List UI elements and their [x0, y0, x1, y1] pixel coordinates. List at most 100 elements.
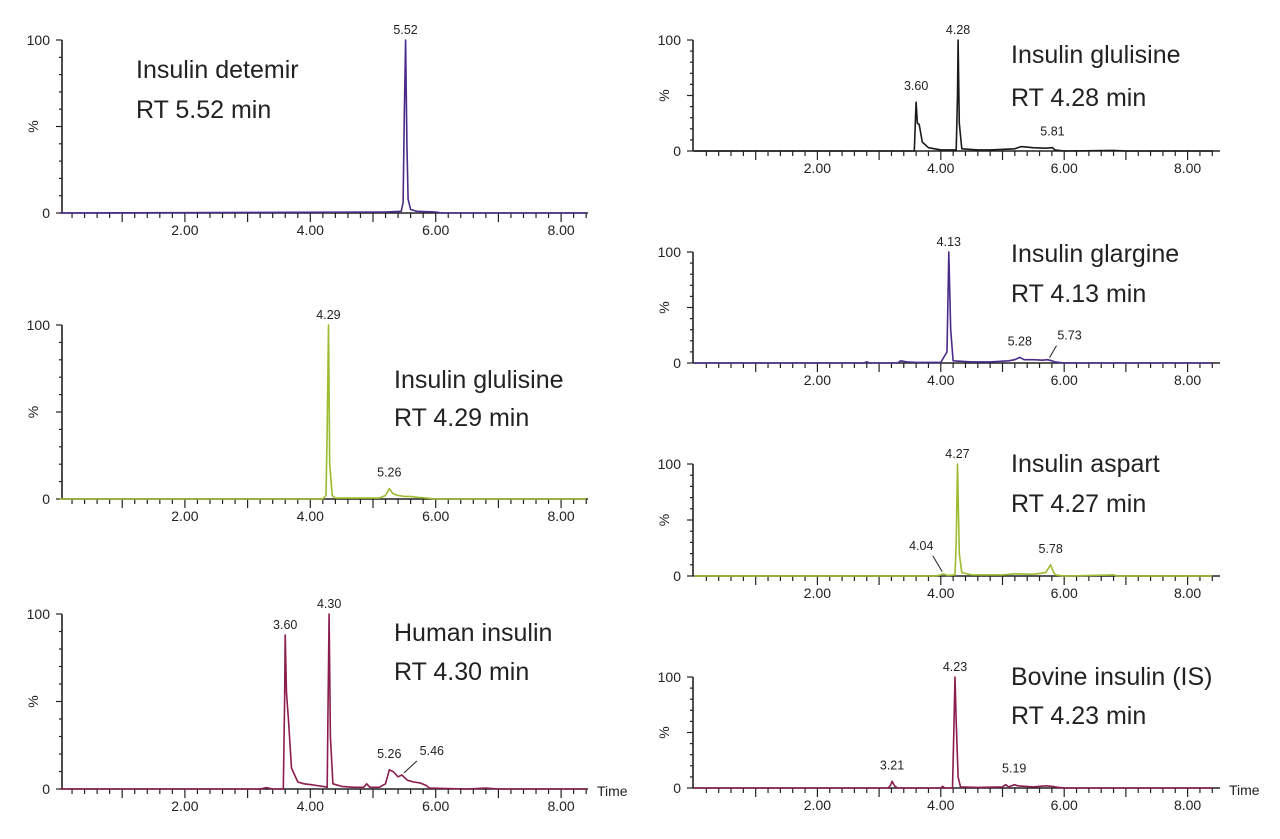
y-tick-label: 100 — [658, 32, 682, 48]
x-tick-label: 4.00 — [927, 372, 954, 388]
y-tick-label: 100 — [27, 317, 51, 333]
x-tick-label: 6.00 — [422, 798, 449, 814]
y-tick-label: 0 — [42, 205, 50, 221]
y-tick-label: 0 — [42, 781, 50, 797]
x-tick-label: 8.00 — [547, 222, 574, 238]
peak-leader-line — [932, 555, 943, 573]
peak-label: 5.52 — [393, 23, 417, 37]
y-tick-label: 0 — [673, 568, 681, 584]
y-axis-label: % — [656, 301, 672, 313]
x-tick-label: 4.00 — [927, 160, 954, 176]
chromatogram-panel: 2.00 4.00 6.00 8.00 0 100% Time 3.21 4.23 5.19 Bov… — [656, 660, 1260, 813]
chromatogram-panel: 2.00 4.00 6.00 8.00 0 100% Time 3.60 4.30 5.26 5.4… — [25, 597, 628, 814]
x-tick-label: 2.00 — [171, 222, 198, 238]
y-axis-label: % — [25, 406, 41, 418]
y-tick-label: 0 — [673, 355, 681, 371]
x-tick-label: 4.00 — [297, 508, 324, 524]
x-tick-label: 2.00 — [804, 372, 831, 388]
analyte-name: Insulin glargine — [1011, 240, 1179, 268]
x-tick-label: 8.00 — [547, 508, 574, 524]
x-tick-label: 8.00 — [1174, 585, 1201, 601]
peak-label: 5.46 — [420, 744, 444, 758]
x-tick-label: 6.00 — [1051, 160, 1078, 176]
x-tick-label: 4.00 — [297, 222, 324, 238]
chromatogram-trace — [694, 463, 1213, 577]
peak-leader-line — [1049, 345, 1057, 358]
analyte-name: Human insulin — [394, 619, 552, 647]
x-axis-label: Time — [1229, 782, 1260, 798]
chromatogram-trace — [694, 676, 1213, 789]
x-tick-label: 2.00 — [804, 160, 831, 176]
peak-label: 3.60 — [273, 618, 297, 632]
y-tick-label: 0 — [673, 143, 681, 159]
y-tick-label: 100 — [658, 456, 682, 472]
peak-label: 5.19 — [1002, 762, 1026, 776]
peak-label: 3.60 — [904, 79, 928, 93]
analyte-name: Insulin aspart — [1011, 450, 1160, 478]
chromatogram-trace — [59, 39, 587, 214]
chromatogram-panel: 2.00 4.00 6.00 8.00 0 100% 4.04 4.27 5.78 Insulin… — [656, 447, 1220, 601]
retention-time: RT 5.52 min — [136, 96, 271, 124]
x-tick-label: 4.00 — [927, 585, 954, 601]
peak-label: 3.21 — [880, 758, 904, 772]
x-axis-label: Time — [597, 783, 628, 799]
chromatogram-panel: 2.00 4.00 6.00 8.00 0 100% 4.13 5.28 5.73 Insulin… — [656, 235, 1220, 388]
y-tick-label: 100 — [658, 244, 682, 260]
x-tick-label: 6.00 — [422, 222, 449, 238]
peak-label: 5.81 — [1040, 125, 1064, 139]
chromatogram-panel: 2.00 4.00 6.00 8.00 0 100% 5.52 Insulin detemir… — [25, 23, 588, 238]
peak-label: 4.30 — [317, 597, 341, 611]
peak-label: 4.28 — [946, 23, 970, 37]
y-tick-label: 100 — [27, 606, 51, 622]
chromatogram-panel: 2.00 4.00 6.00 8.00 0 100% 4.29 5.26 Insulin glu… — [25, 308, 588, 524]
peak-label: 4.04 — [909, 539, 933, 553]
analyte-name: Insulin glulisine — [1011, 41, 1181, 69]
chromatogram-trace — [694, 251, 1213, 364]
y-tick-label: 0 — [42, 491, 50, 507]
peak-label: 4.23 — [943, 660, 967, 674]
x-tick-label: 6.00 — [1051, 372, 1078, 388]
x-tick-label: 8.00 — [547, 798, 574, 814]
x-tick-label: 2.00 — [171, 798, 198, 814]
x-tick-label: 2.00 — [171, 508, 198, 524]
peak-label: 5.73 — [1057, 329, 1081, 343]
x-tick-label: 6.00 — [422, 508, 449, 524]
y-tick-label: 100 — [658, 669, 682, 685]
chromatogram-panel: 2.00 4.00 6.00 8.00 0 100% 3.60 4.28 5.81 Insulin… — [656, 23, 1220, 176]
y-axis-label: % — [656, 726, 672, 738]
x-tick-label: 2.00 — [804, 797, 831, 813]
y-axis-label: % — [25, 695, 41, 707]
x-tick-label: 4.00 — [297, 798, 324, 814]
peak-label: 5.26 — [377, 747, 401, 761]
chromatogram-trace — [694, 39, 1213, 152]
y-axis-label: % — [25, 120, 41, 132]
y-tick-label: 100 — [27, 32, 51, 48]
peak-label: 5.78 — [1038, 542, 1062, 556]
peak-label: 4.13 — [937, 235, 961, 249]
retention-time: RT 4.28 min — [1011, 84, 1146, 112]
peak-label: 4.27 — [945, 447, 969, 461]
peak-label: 5.26 — [377, 466, 401, 480]
y-axis-label: % — [656, 89, 672, 101]
retention-time: RT 4.27 min — [1011, 490, 1146, 518]
x-tick-label: 2.00 — [804, 585, 831, 601]
x-tick-label: 8.00 — [1174, 797, 1201, 813]
peak-label: 4.29 — [316, 308, 340, 322]
chromatogram-trace — [59, 324, 587, 500]
analyte-name: Insulin glulisine — [394, 366, 564, 394]
analyte-name: Bovine insulin (IS) — [1011, 663, 1212, 691]
x-tick-label: 6.00 — [1051, 797, 1078, 813]
peak-leader-line — [403, 760, 418, 774]
retention-time: RT 4.30 min — [394, 658, 529, 686]
retention-time: RT 4.29 min — [394, 404, 529, 432]
x-tick-label: 8.00 — [1174, 372, 1201, 388]
analyte-name: Insulin detemir — [136, 56, 299, 84]
x-tick-label: 8.00 — [1174, 160, 1201, 176]
x-tick-label: 4.00 — [927, 797, 954, 813]
x-tick-label: 6.00 — [1051, 585, 1078, 601]
y-tick-label: 0 — [673, 780, 681, 796]
retention-time: RT 4.13 min — [1011, 280, 1146, 308]
retention-time: RT 4.23 min — [1011, 702, 1146, 730]
peak-label: 5.28 — [1008, 334, 1032, 348]
